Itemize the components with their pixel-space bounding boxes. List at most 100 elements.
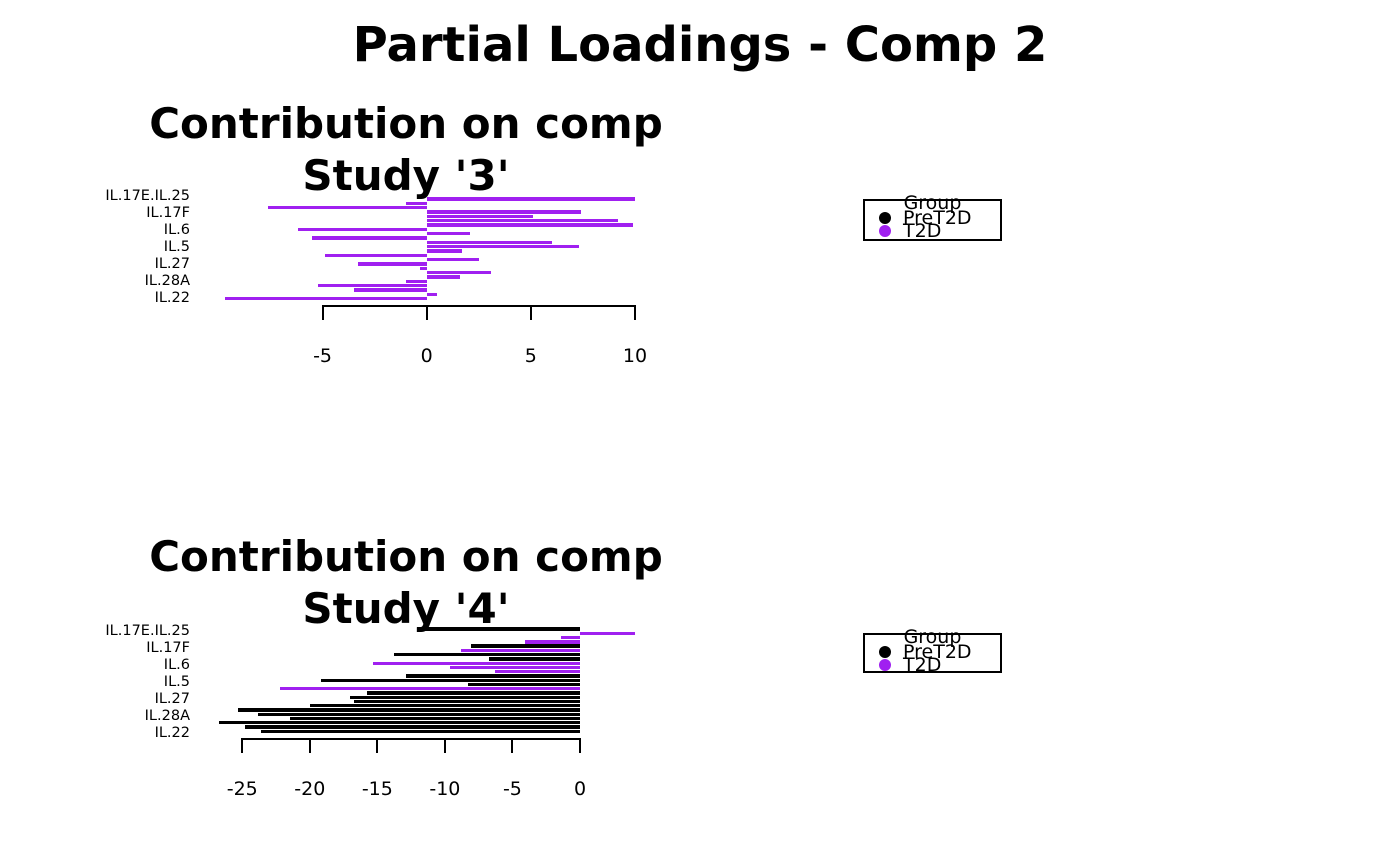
bar [357, 262, 427, 266]
bar [426, 197, 635, 201]
legend [863, 199, 1002, 241]
x-axis-tick-label: 10 [622, 345, 648, 367]
bar [324, 253, 427, 258]
bar [354, 699, 580, 704]
bar [373, 661, 580, 665]
legend-title: Group [903, 192, 962, 214]
bar [261, 729, 580, 733]
legend-marker-t2d-icon [879, 225, 891, 237]
y-axis-label: IL.27 [154, 256, 190, 273]
bar [393, 652, 580, 657]
bar [467, 682, 580, 687]
bar [426, 275, 460, 279]
bar [405, 279, 427, 284]
x-axis-line [242, 738, 580, 740]
bar [426, 249, 463, 253]
legend-title: Group [903, 626, 962, 648]
x-axis-tick [241, 738, 244, 753]
bar [470, 644, 580, 648]
bar [561, 635, 580, 640]
y-axis-label: IL.17E.IL.25 [105, 188, 190, 205]
y-axis-label: IL.28A [144, 273, 190, 290]
bar [353, 288, 427, 292]
legend-item-label: T2D [903, 653, 942, 676]
bar [289, 716, 580, 721]
page-title: Partial Loadings - Comp 2 [352, 17, 1048, 73]
bar [219, 721, 580, 725]
bar [312, 236, 427, 240]
x-axis-tick [529, 305, 532, 320]
x-axis-tick-label: 0 [573, 778, 587, 800]
bar [366, 691, 580, 695]
y-axis-label: IL.22 [154, 724, 190, 741]
x-axis-tick-label: -10 [429, 778, 461, 800]
bar [350, 695, 580, 699]
bar [494, 670, 580, 674]
x-axis-tick-label: -5 [502, 778, 522, 800]
bar [426, 258, 479, 262]
x-axis-line [322, 305, 635, 307]
y-axis-label: IL.6 [163, 656, 190, 673]
bar [524, 640, 580, 644]
x-axis-tick-label: -20 [294, 778, 326, 800]
bar [309, 704, 580, 708]
x-axis-tick [308, 738, 311, 753]
bar [426, 240, 552, 245]
bar [426, 214, 533, 219]
bar [258, 712, 580, 716]
x-axis-tick-label: -15 [361, 778, 393, 800]
bar [416, 627, 580, 631]
x-axis-tick [425, 305, 428, 320]
y-axis-label: IL.17F [146, 205, 190, 222]
bar [580, 631, 636, 635]
bar [318, 284, 427, 288]
chart2-title: Contribution on comp Study '4' [86, 531, 726, 635]
bar [405, 201, 427, 206]
legend [863, 633, 1002, 673]
legend-marker-t2d-icon [879, 659, 891, 671]
y-axis-label: IL.28A [144, 707, 190, 724]
bar [426, 210, 581, 214]
y-axis-label: IL.17F [146, 639, 190, 656]
bar [426, 245, 579, 249]
legend-item-label: T2D [903, 219, 942, 242]
x-axis-tick-label: -25 [226, 778, 258, 800]
chart2-title-line2: Study '4' [302, 584, 510, 633]
x-axis-tick [321, 305, 324, 320]
y-axis-label: IL.5 [163, 673, 190, 690]
y-axis-label: IL.6 [163, 222, 190, 239]
x-axis-tick [376, 738, 379, 753]
x-axis-tick-label: 5 [524, 345, 537, 367]
x-axis-tick-label: -5 [313, 345, 333, 367]
legend-item-label: PreT2D [903, 206, 972, 229]
chart1-title-line2: Study '3' [302, 151, 510, 200]
bar [224, 297, 427, 301]
chart1-title: Contribution on comp Study '3' [86, 98, 726, 202]
legend-marker-pret2d-icon [879, 212, 891, 224]
x-axis-tick-label: 0 [420, 345, 433, 367]
x-axis-tick [579, 738, 581, 753]
x-axis-tick [634, 305, 636, 320]
bar [320, 678, 580, 682]
x-axis-tick [511, 738, 514, 753]
legend-item-label: PreT2D [903, 640, 972, 663]
bar [280, 687, 580, 691]
chart2-title-line1: Contribution on comp [149, 532, 663, 581]
bar [489, 657, 580, 661]
legend-marker-pret2d-icon [879, 646, 891, 658]
y-axis-label: IL.17E.IL.25 [105, 622, 190, 639]
chart1-title-line1: Contribution on comp [149, 99, 663, 148]
bar [238, 708, 580, 712]
bar [426, 232, 471, 236]
bar [405, 674, 580, 678]
y-axis-label: IL.5 [163, 239, 190, 256]
x-axis-tick [443, 738, 446, 753]
y-axis-label: IL.22 [154, 290, 190, 307]
bar [244, 725, 580, 729]
bar [450, 665, 580, 670]
bar [420, 266, 427, 271]
bar [268, 206, 427, 210]
bar [426, 292, 438, 297]
bar [426, 219, 619, 223]
bar [461, 648, 580, 653]
